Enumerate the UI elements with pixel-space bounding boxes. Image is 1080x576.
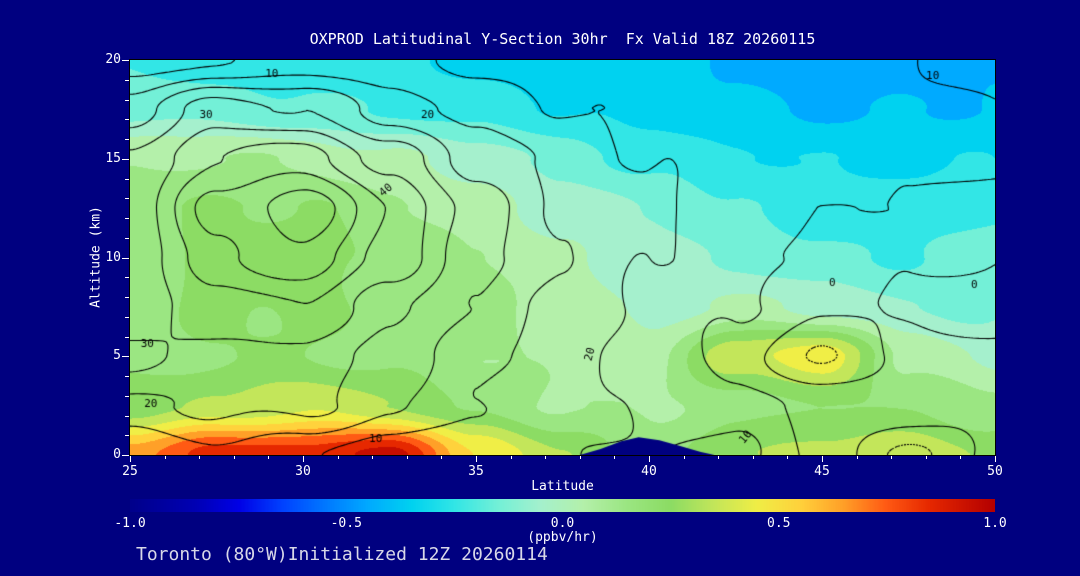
x-axis-tick (856, 456, 858, 459)
colorbar-tick-label: 1.0 (983, 516, 1007, 531)
y-axis-tick (125, 415, 129, 417)
x-axis-tick (925, 456, 927, 459)
colorbar-tick-label: 0.0 (550, 516, 575, 531)
x-axis-tick (787, 456, 789, 459)
x-axis-tick (614, 456, 616, 459)
colorbar-tick-label: -1.0 (114, 516, 146, 531)
x-axis-tick (510, 456, 512, 459)
chart-title: OXPROD Latitudinal Y-Section 30hr Fx Val… (309, 30, 816, 48)
y-axis-tick (125, 395, 129, 397)
x-axis-tick (995, 456, 996, 462)
y-axis-tick (125, 139, 129, 140)
x-tick-label: 25 (122, 464, 138, 479)
y-axis-tick (125, 218, 129, 219)
x-axis-tick (718, 456, 720, 459)
x-axis-tick (476, 456, 477, 462)
y-axis-tick (125, 79, 129, 81)
y-axis-tick (125, 376, 129, 377)
x-axis-tick (406, 456, 408, 459)
colorbar (130, 499, 995, 512)
x-axis-tick (372, 456, 374, 459)
x-axis-tick (199, 456, 201, 459)
colorbar-tick-label: -0.5 (330, 516, 362, 531)
y-axis-tick (125, 178, 129, 180)
x-axis-tick (822, 456, 823, 462)
x-axis-tick (545, 456, 547, 459)
y-axis-tick (122, 455, 129, 456)
y-axis-title: Altitude (km) (88, 206, 104, 308)
x-axis-tick (441, 456, 443, 459)
footer-text: Toronto (80°W)Initialized 12Z 20260114 (136, 544, 548, 565)
x-tick-label: 50 (987, 464, 1003, 479)
x-axis-tick (683, 456, 685, 459)
contour-plot-canvas (129, 59, 996, 456)
y-axis-tick (122, 60, 129, 61)
y-axis-tick (125, 316, 129, 318)
x-tick-label: 30 (295, 464, 311, 479)
x-axis-tick (130, 456, 131, 462)
x-axis-tick (960, 456, 962, 459)
y-tick-label: 15 (105, 150, 121, 166)
x-axis-tick (303, 456, 304, 462)
y-axis-tick (125, 99, 129, 101)
y-axis-tick (125, 237, 129, 239)
y-axis-tick (125, 297, 129, 298)
colorbar-units-label: (ppbv/hr) (527, 530, 598, 545)
y-tick-label: 0 (113, 447, 121, 462)
y-axis-tick (122, 356, 129, 358)
x-tick-label: 40 (641, 464, 657, 479)
y-axis-tick (125, 119, 129, 121)
y-axis-tick (122, 257, 129, 259)
y-axis-tick (125, 336, 129, 338)
y-tick-label: 5 (113, 348, 121, 364)
x-axis-tick (752, 456, 754, 459)
x-axis-tick (164, 456, 166, 459)
x-tick-label: 35 (468, 464, 484, 479)
y-axis-tick (122, 158, 129, 160)
y-tick-label: 20 (105, 52, 121, 67)
y-axis-tick (125, 277, 129, 279)
y-axis-tick (125, 435, 129, 437)
y-axis-tick (125, 198, 129, 200)
x-axis-tick (268, 456, 270, 459)
colorbar-tick-label: 0.5 (767, 516, 791, 531)
x-tick-label: 45 (814, 464, 830, 479)
x-axis-tick (337, 456, 339, 459)
x-axis-tick (579, 456, 581, 459)
x-axis-tick (649, 456, 650, 462)
x-axis-tick (233, 456, 235, 459)
x-axis-title: Latitude (531, 479, 594, 494)
x-axis-tick (891, 456, 893, 459)
